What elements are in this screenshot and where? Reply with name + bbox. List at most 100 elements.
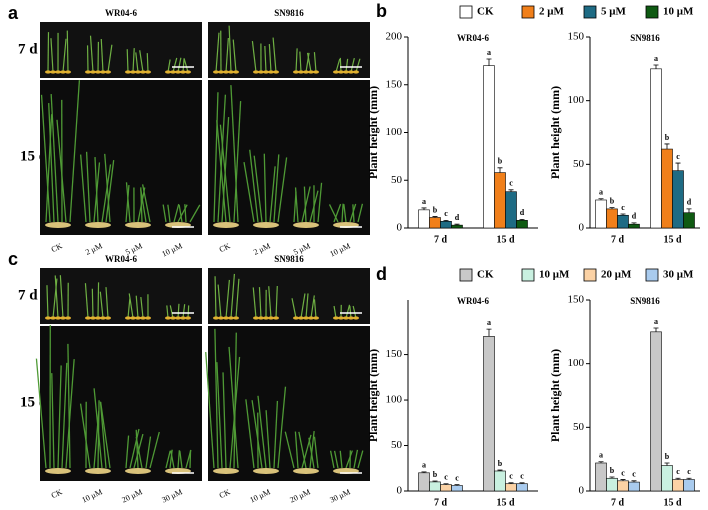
seed	[125, 316, 131, 320]
seedling	[294, 431, 299, 469]
seedling	[230, 85, 239, 223]
seedling	[89, 35, 94, 73]
significance-letter: b	[610, 196, 615, 205]
seedling	[177, 303, 180, 319]
seedling	[169, 449, 173, 469]
seedling	[135, 429, 139, 469]
seedling	[141, 184, 151, 223]
seed	[145, 316, 151, 320]
seedling	[249, 149, 259, 223]
seedling	[79, 403, 91, 469]
treatment-label: 10 μM	[80, 487, 103, 504]
seedling	[205, 352, 215, 469]
significance-letter: a	[487, 48, 491, 57]
significance-letter: b	[498, 157, 503, 166]
seedling	[177, 57, 182, 73]
legend-swatch	[645, 268, 659, 282]
seed	[140, 70, 146, 74]
seed	[338, 316, 344, 320]
seedling	[128, 293, 134, 319]
seed	[60, 316, 66, 320]
seedling	[178, 204, 183, 223]
bar	[672, 479, 684, 492]
seedling	[127, 298, 131, 319]
panel-label: d	[376, 264, 387, 284]
seedling	[94, 157, 99, 223]
seedling	[355, 58, 361, 73]
seedling	[182, 304, 186, 319]
seedling	[100, 38, 104, 73]
seedling	[129, 428, 140, 469]
seed	[55, 70, 61, 74]
seedling	[99, 401, 107, 469]
seedling	[182, 58, 185, 73]
seedling	[213, 92, 219, 223]
bar	[672, 170, 684, 229]
significance-letter: d	[520, 208, 525, 217]
bar	[628, 223, 640, 229]
seedling	[217, 284, 222, 319]
roots	[213, 222, 239, 228]
significance-letter: b	[498, 459, 503, 468]
y-tick-label: 150	[386, 348, 403, 360]
significance-letter: c	[621, 203, 625, 212]
seedling	[339, 57, 342, 73]
legend-label: 2 μM	[539, 6, 564, 18]
seedling	[93, 410, 100, 469]
seed	[313, 70, 319, 74]
significance-letter: c	[509, 179, 513, 188]
roots	[293, 222, 319, 228]
significance-letter: a	[654, 317, 658, 326]
seed	[135, 316, 141, 320]
seedling	[268, 286, 272, 319]
seedling	[273, 154, 280, 223]
seed	[175, 70, 181, 74]
seed	[233, 70, 239, 74]
seed	[50, 316, 56, 320]
seed	[353, 316, 359, 320]
bar	[505, 191, 517, 229]
seedling	[101, 164, 112, 223]
error-bar	[653, 64, 659, 69]
legend-label: 10 μM	[663, 6, 694, 18]
seed	[100, 316, 106, 320]
significance-letter: a	[487, 318, 491, 327]
x-tick-label: 15 d	[496, 497, 515, 508]
y-axis-title: Plant height (mm)	[366, 349, 380, 442]
significance-letter: b	[665, 452, 670, 461]
seedling	[125, 435, 130, 469]
seedling	[65, 359, 75, 469]
seed	[135, 70, 141, 74]
y-tick-label: 100	[568, 94, 585, 106]
error-bar	[686, 477, 692, 480]
error-bar	[454, 484, 460, 486]
x-tick-label: 15 d	[496, 234, 515, 245]
seed	[185, 316, 191, 320]
seedling	[243, 162, 255, 223]
seedling	[104, 153, 111, 223]
seedling	[233, 332, 237, 469]
seedling	[230, 273, 235, 319]
seed	[268, 70, 274, 74]
bar	[683, 212, 695, 229]
legend-swatch	[645, 5, 659, 19]
seedling	[265, 410, 271, 469]
seed	[263, 70, 269, 74]
error-bar	[675, 162, 681, 171]
photo	[208, 22, 370, 78]
error-bar	[421, 471, 427, 473]
y-tick-label: 150	[386, 78, 403, 90]
error-bar	[519, 219, 525, 221]
significance-letter: c	[676, 467, 680, 476]
seedling	[61, 362, 68, 469]
seedling	[310, 295, 315, 319]
seedling	[50, 94, 59, 223]
x-tick-label: 7 d	[434, 497, 448, 508]
seed	[253, 70, 259, 74]
error-bar	[598, 461, 604, 463]
legend-label: CK	[477, 269, 494, 281]
seed	[223, 316, 229, 320]
seedling	[313, 299, 317, 319]
seedling	[333, 203, 342, 223]
seedling	[295, 48, 298, 73]
